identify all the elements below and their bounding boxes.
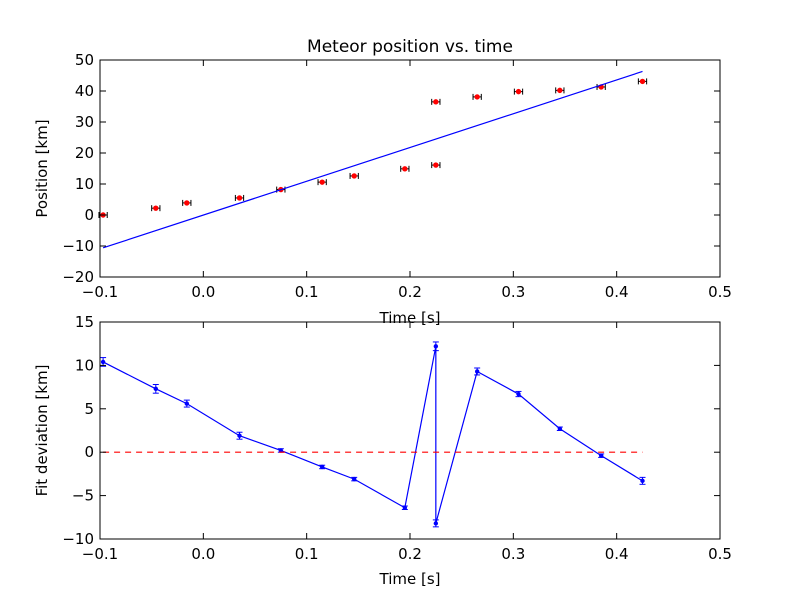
data-point: [352, 476, 357, 482]
y-tick-label: 5: [84, 400, 94, 418]
y-tick-label: 0: [84, 206, 94, 224]
data-point: [433, 521, 439, 526]
chart-title: Meteor position vs. time: [307, 37, 513, 57]
data-point: [557, 426, 563, 431]
deviation-chart: −0.1 0.0 0.1 0.2 0.3 0.4 0.5 −10 −5 0 5 10 15 Time […: [33, 313, 732, 588]
x-tick-label: 0.3: [501, 545, 525, 563]
data-point: [351, 173, 357, 179]
data-point: [319, 464, 325, 470]
data-point: [184, 401, 189, 406]
y-tick-label: 10: [75, 356, 94, 374]
axis-ticks: −0.1 0.0 0.1 0.2 0.3 0.4 0.5 −20 −10 0 10 20 30 40 50: [62, 51, 732, 301]
y-axis-label: Position [km]: [33, 119, 51, 217]
data-point: [433, 99, 439, 105]
y-axis-label: Fit deviation [km]: [33, 365, 51, 497]
y-tick-label: 30: [75, 113, 94, 131]
x-tick-label: 0.1: [295, 283, 319, 301]
y-tick-label: 0: [84, 443, 94, 461]
y-tick-label: 10: [75, 175, 94, 193]
data-point: [402, 166, 408, 172]
data-point: [319, 179, 325, 185]
x-tick-label: 0.4: [605, 283, 629, 301]
data-point: [278, 448, 284, 453]
data-point: [474, 94, 480, 100]
x-tick-label: 0.2: [398, 283, 422, 301]
data-point: [433, 344, 439, 349]
x-tick-label: −0.1: [82, 283, 118, 301]
data-point: [640, 478, 645, 484]
x-tick-label: 0.0: [191, 545, 215, 563]
x-tick-label: 0.5: [708, 545, 732, 563]
fit-line: [102, 70, 643, 249]
plot-area: [98, 70, 648, 249]
y-tick-label: −10: [62, 237, 94, 255]
data-point: [402, 505, 408, 510]
y-tick-label: 20: [75, 144, 94, 162]
data-point: [184, 200, 190, 206]
data-point: [153, 205, 159, 211]
plot-area: [100, 341, 646, 528]
x-tick-label: 0.5: [708, 283, 732, 301]
axes-frame: [99, 59, 721, 278]
data-point: [515, 88, 522, 95]
data-point: [237, 433, 242, 438]
data-point: [598, 453, 604, 458]
data-point: [639, 78, 646, 85]
data-point: [474, 369, 480, 374]
y-tick-label: 15: [75, 313, 94, 331]
data-point: [516, 391, 521, 397]
x-tick-label: 0.3: [501, 283, 525, 301]
axes-frame: [99, 321, 721, 540]
data-point: [557, 87, 563, 94]
x-tick-label: −0.1: [82, 545, 118, 563]
x-axis-label: Time [s]: [379, 570, 441, 588]
y-tick-label: −5: [72, 487, 94, 505]
y-tick-label: 40: [75, 82, 94, 100]
data-point: [100, 359, 106, 365]
x-tick-label: 0.0: [191, 283, 215, 301]
x-tick-label: 0.2: [398, 545, 422, 563]
y-tick-label: 50: [75, 51, 94, 69]
x-tick-label: 0.4: [605, 545, 629, 563]
position-chart: Meteor position vs. time −0.1 0.0 0.1 0.2 0.…: [33, 37, 732, 327]
y-tick-label: −10: [62, 530, 94, 548]
y-tick-label: −20: [62, 268, 94, 286]
x-tick-label: 0.1: [295, 545, 319, 563]
data-point: [236, 195, 243, 201]
data-point: [153, 386, 158, 392]
data-point: [433, 162, 439, 168]
